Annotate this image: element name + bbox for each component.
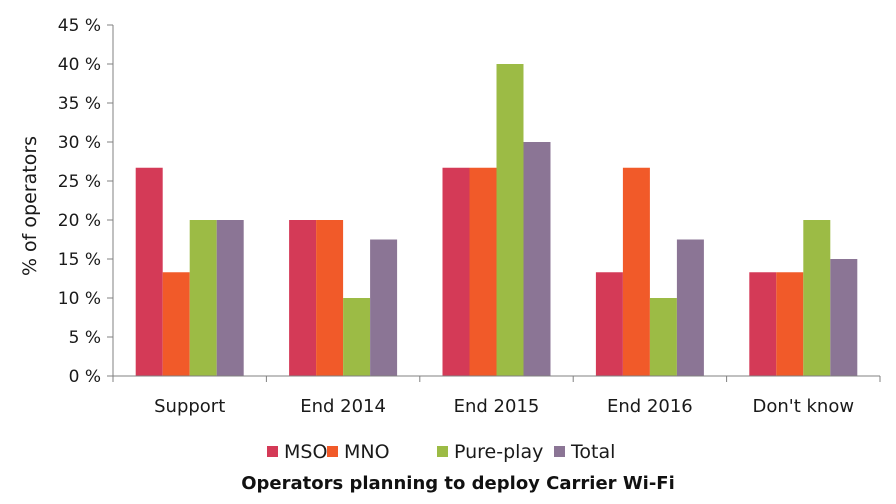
- x-category-label: Support: [154, 396, 225, 417]
- bar-total-1: [216, 220, 244, 376]
- y-tick-label: 25 %: [58, 172, 101, 192]
- y-tick-label: 10 %: [58, 289, 101, 309]
- legend-swatch-mso: [267, 446, 278, 457]
- bar-mso-1: [135, 167, 163, 376]
- y-tick-label: 5 %: [69, 328, 101, 348]
- bar-mno-3: [469, 167, 497, 376]
- bar-mno-2: [316, 220, 344, 376]
- bar-mso-4: [595, 272, 623, 376]
- bar-total-2: [370, 239, 398, 376]
- y-axis-label: % of operators: [19, 136, 41, 276]
- bar-total-5: [830, 259, 858, 376]
- legend-swatch-mno: [327, 446, 338, 457]
- x-category-label: End 2014: [300, 396, 386, 417]
- y-tick-label: 35 %: [58, 94, 101, 114]
- legend-label: MSO: [284, 441, 327, 463]
- y-tick-label: 0 %: [69, 367, 101, 387]
- legend-label: Pure-play: [454, 441, 543, 463]
- bar-mno-1: [162, 272, 190, 376]
- x-axis-category-labels: Support End 2014 End 2015 End 2016 Don't kno…: [112, 376, 881, 417]
- x-category-label: End 2015: [454, 396, 540, 417]
- x-category-label: Don't know: [753, 396, 855, 417]
- legend-swatch-pure-play: [437, 446, 448, 457]
- bar-total-3: [523, 142, 551, 376]
- legend-label: MNO: [344, 441, 390, 463]
- bar-pure-play-4: [649, 298, 677, 376]
- y-tick-label: 15 %: [58, 250, 101, 270]
- bar-pure-play-3: [496, 64, 524, 376]
- y-tick-label: 20 %: [58, 211, 101, 231]
- y-tick-label: 45 %: [58, 16, 101, 36]
- legend-swatch-total: [554, 446, 565, 457]
- legend: MSO MNO Pure-play Total: [267, 441, 615, 463]
- legend-label: Total: [570, 441, 615, 463]
- bar-mso-5: [749, 272, 777, 376]
- y-tick-label: 40 %: [58, 55, 101, 75]
- y-tick-label: 30 %: [58, 133, 101, 153]
- bar-pure-play-2: [343, 298, 371, 376]
- bar-mno-5: [776, 272, 804, 376]
- bar-mno-4: [622, 167, 650, 376]
- y-axis-ticks: 0 % 5 % 10 % 15 % 20 % 25 % 30 % 35 % 40 % 45 %: [58, 16, 113, 387]
- chart-title: Operators planning to deploy Carrier Wi-…: [241, 473, 675, 494]
- bar-mso-3: [442, 167, 470, 376]
- bar-mso-2: [289, 220, 317, 376]
- bars: [135, 64, 858, 376]
- bar-pure-play-1: [189, 220, 217, 376]
- x-category-label: End 2016: [607, 396, 693, 417]
- bar-pure-play-5: [803, 220, 831, 376]
- bar-total-4: [676, 239, 704, 376]
